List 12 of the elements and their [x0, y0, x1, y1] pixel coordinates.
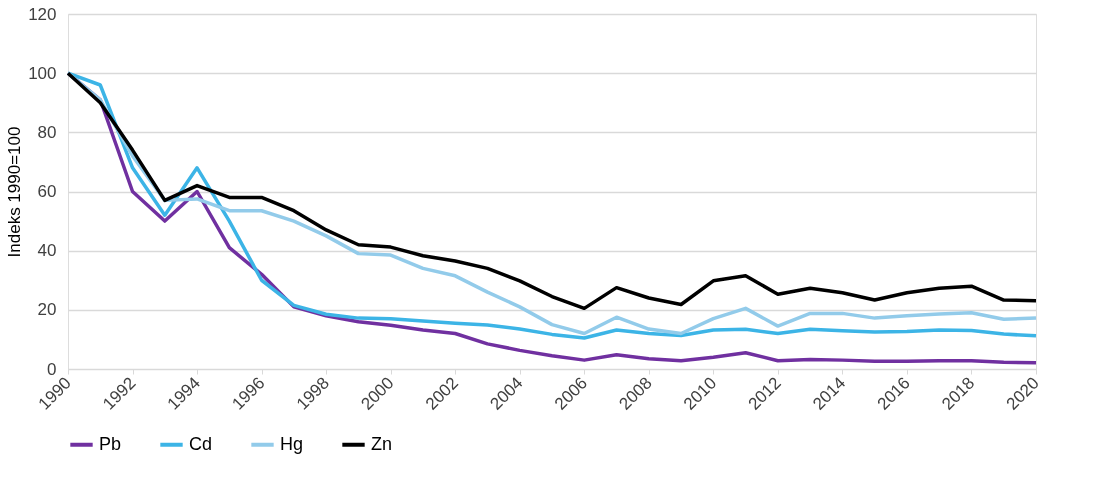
y-tick-label: 120: [28, 4, 57, 24]
y-tick-label: 80: [37, 122, 57, 142]
legend-label: Hg: [280, 433, 304, 454]
y-tick-label: 100: [28, 63, 57, 83]
y-tick-label: 40: [37, 241, 57, 261]
y-tick-label: 0: [47, 359, 57, 379]
legend-label: Cd: [189, 433, 213, 454]
legend-label: Zn: [371, 433, 393, 454]
y-axis-title: Indeks 1990=100: [5, 126, 25, 258]
y-tick-label: 20: [37, 300, 57, 320]
y-tick-label: 60: [37, 182, 57, 201]
legend-label: Pb: [99, 433, 122, 454]
